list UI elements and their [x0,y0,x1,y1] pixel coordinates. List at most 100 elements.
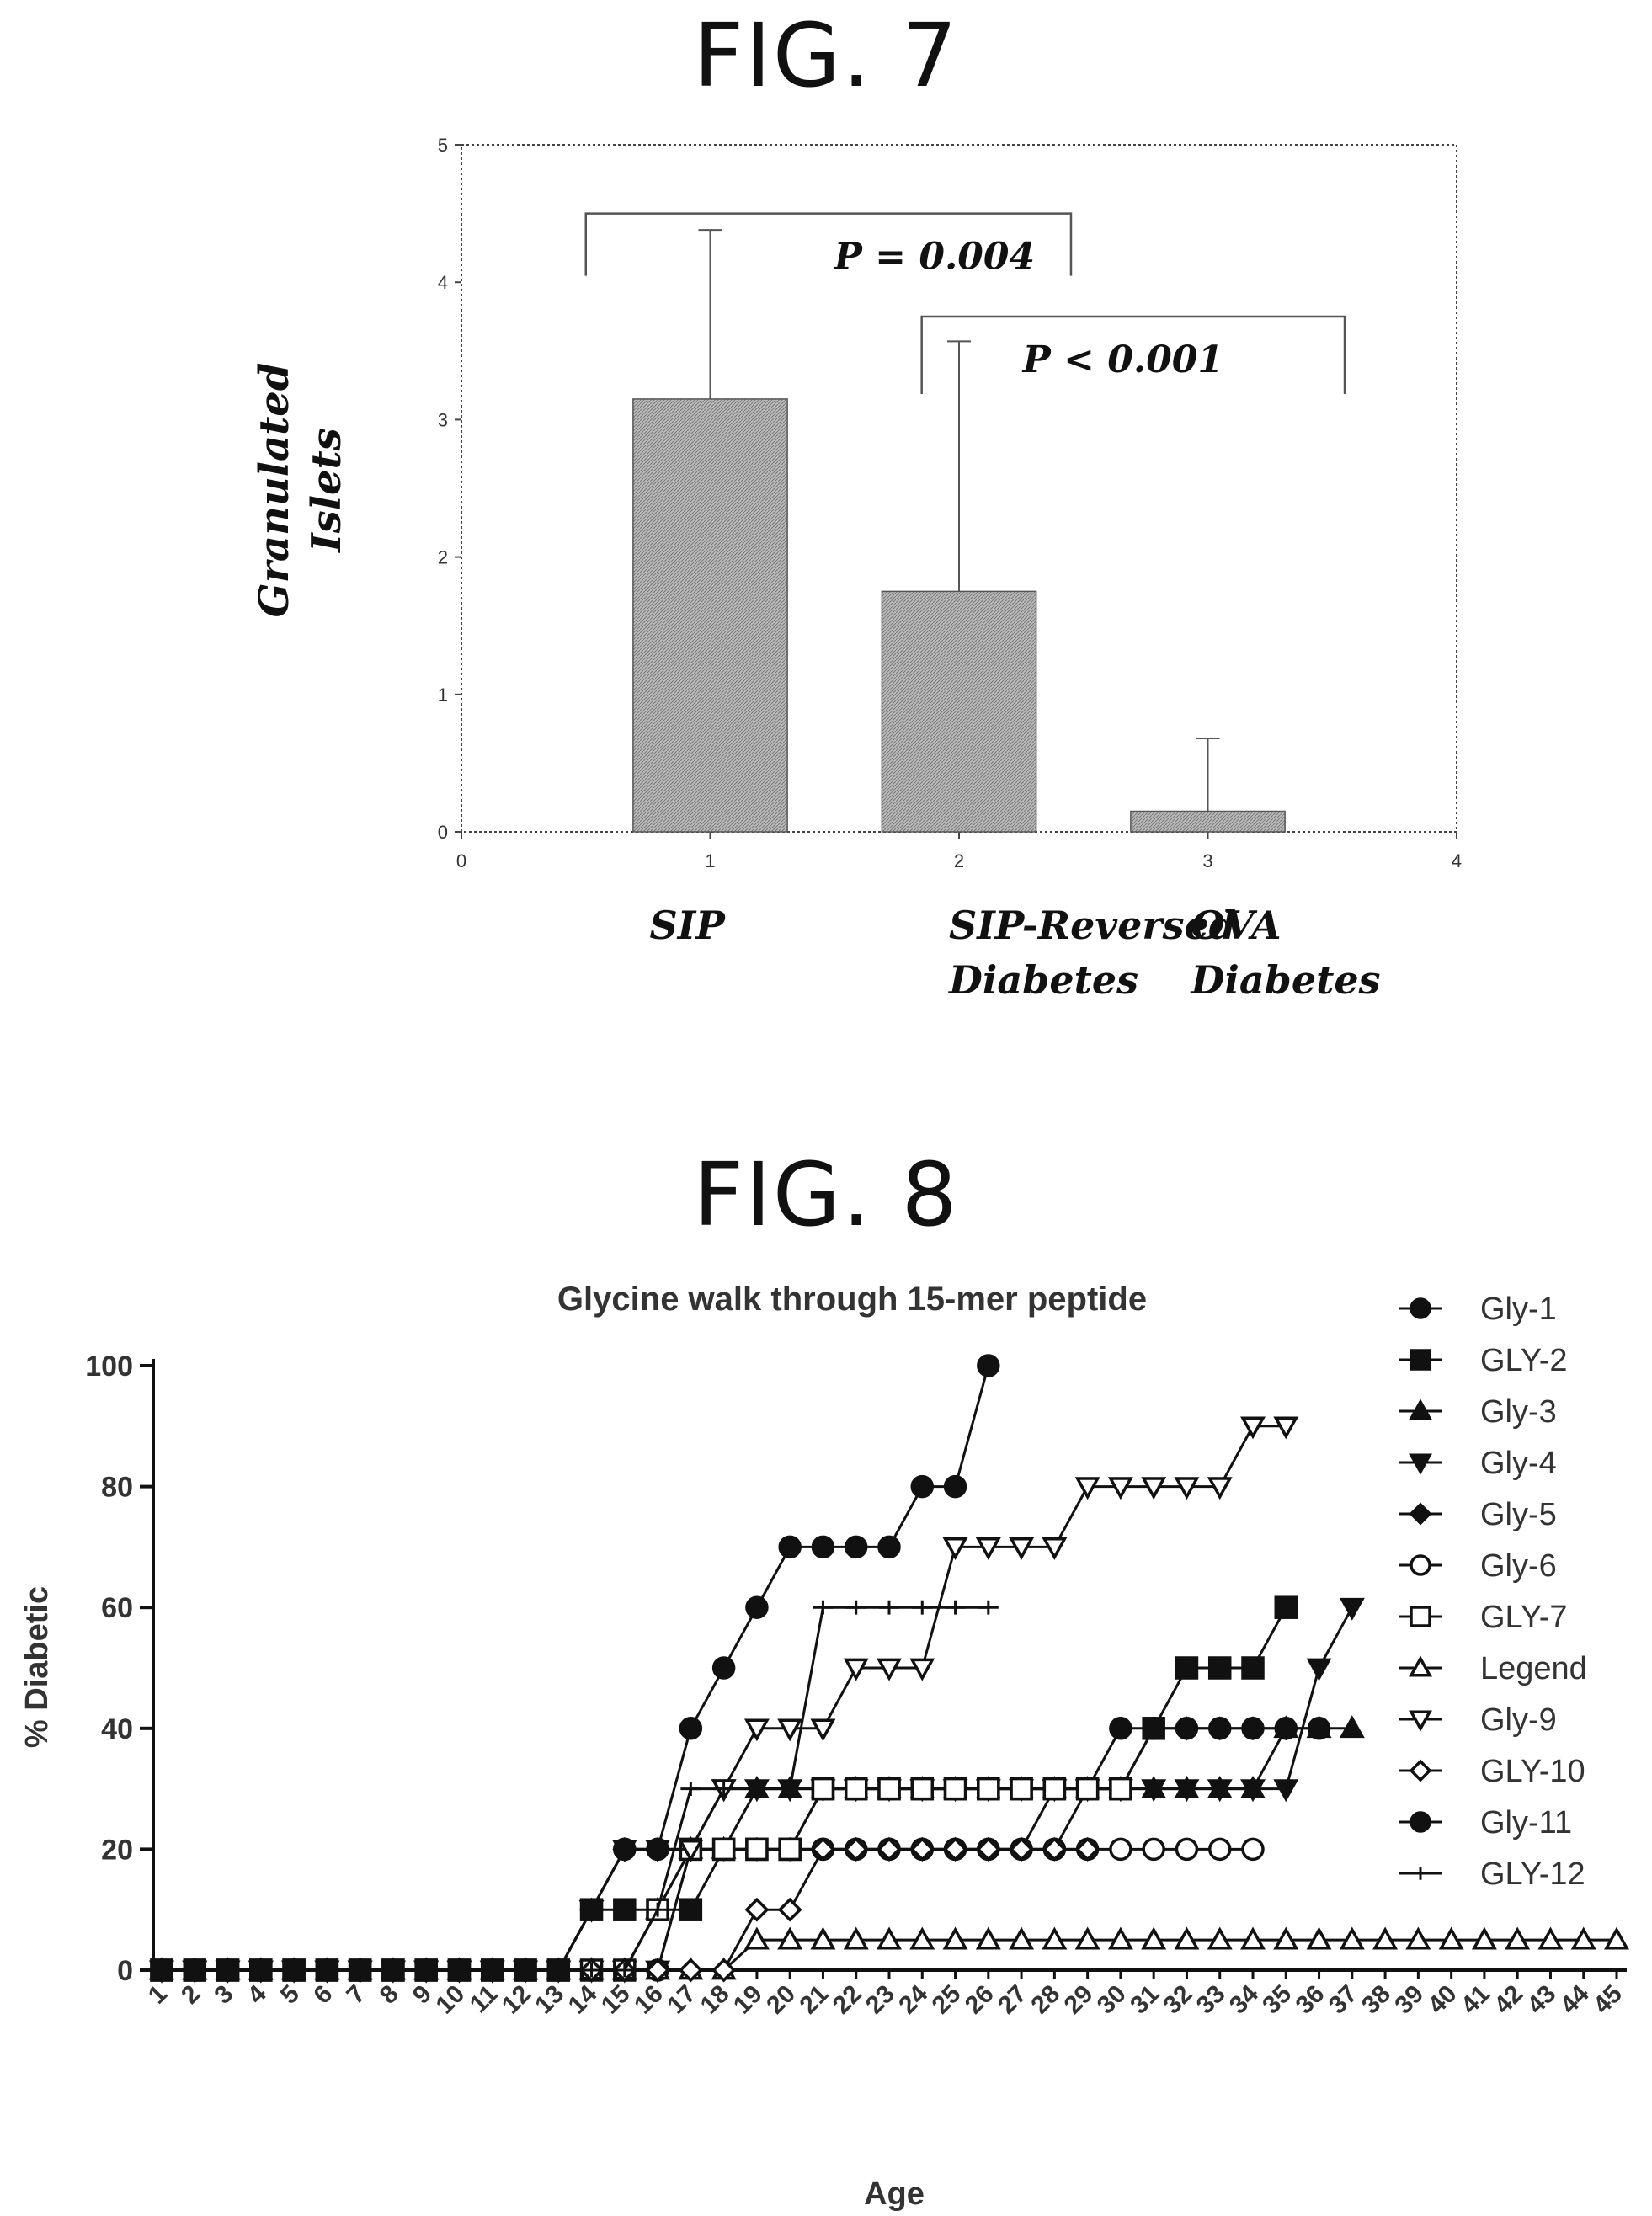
data-point [1240,1926,1266,1950]
data-point [579,1898,604,1921]
data-point [645,1958,670,1983]
significance-bracket [920,315,1346,394]
data-point [910,1777,935,1801]
legend-label: Gly-4 [1480,1446,1557,1481]
data-point [943,1474,967,1499]
data-point [780,1782,801,1796]
data-point [711,1837,736,1862]
data-point [678,1840,704,1863]
y-tick-label: 40 [101,1713,133,1745]
data-point [910,1474,935,1499]
x-tick-label: 8 [375,1980,404,2010]
y-tick-label: 60 [101,1592,133,1624]
data-point [646,1837,669,1862]
data-point [976,1836,1001,1862]
data-point [777,1718,803,1742]
legend-marker [1410,1554,1431,1576]
data-point [1207,1656,1232,1680]
data-point [1042,1777,1067,1801]
p-value-label: P = 0.004 [833,236,1035,279]
y-axis-label: % Diabetic [19,1586,55,1748]
legend-marker [1409,1759,1432,1782]
data-point [1009,1537,1035,1561]
data-point [217,1963,238,1978]
category-label: SIP [650,903,727,948]
data-point [416,1963,437,1978]
legend-marker [1410,1811,1431,1833]
data-point [1273,1779,1299,1803]
x-tick-label: 0 [456,850,466,871]
data-point [1306,1926,1332,1950]
data-point [679,1717,703,1740]
data-point [1274,1595,1298,1619]
legend-marker [1409,1453,1432,1475]
y-tick-label: 3 [438,409,448,430]
y-tick-label: 80 [101,1472,133,1504]
y-axis-label: Granulated [251,363,298,618]
data-point [813,1600,834,1615]
x-tick-label: 7 [341,1980,370,2010]
data-point [942,1926,968,1950]
legend-marker [1409,1710,1432,1732]
data-point [844,1836,869,1862]
data-point [1042,1836,1067,1862]
legend-marker [1410,1297,1431,1319]
data-point [711,1958,737,1983]
legend-label: GLY-10 [1480,1754,1585,1789]
data-point [1142,1837,1165,1862]
data-point [1471,1926,1497,1950]
data-point [1174,1716,1199,1741]
significance-bracket [584,212,1073,276]
category-label-line2: Diabetes [1190,957,1381,1003]
legend-label: Gly-6 [1480,1548,1557,1584]
legend-label: GLY-7 [1480,1600,1568,1635]
data-point [678,1958,703,1983]
data-point [943,1836,968,1862]
data-point [1109,1717,1132,1740]
data-point [548,1963,569,1978]
data-point [1273,1416,1299,1440]
figure-7-title: FIG. 7 [693,4,959,107]
x-tick-label: 2 [954,850,964,871]
x-tick-label: 2 [176,1980,205,2010]
data-point [250,1963,271,1978]
category-label: OVA [1191,903,1282,948]
data-point [1505,1926,1531,1950]
data-point [614,1963,635,1978]
data-point [810,1718,836,1742]
legend-marker [1410,1349,1431,1371]
data-point [1537,1926,1564,1950]
data-point [1306,1715,1332,1739]
data-point [1141,1716,1166,1741]
chart-title: Glycine walk through 15-mer peptide [557,1281,1147,1318]
data-point [1339,1715,1365,1739]
data-point [1604,1926,1629,1950]
data-point [778,1535,802,1559]
legend-marker [1409,1655,1432,1677]
data-point [1107,1926,1133,1950]
data-point [1074,1477,1100,1500]
data-point [877,1926,902,1950]
data-point [482,1963,503,1978]
legend-label: Gly-3 [1480,1394,1557,1430]
data-point [1175,1837,1199,1862]
data-point [1075,1836,1100,1862]
data-point [581,1963,602,1978]
data-point [1207,1779,1233,1803]
data-point [877,1658,902,1681]
series-gly-12 [152,1600,999,1978]
data-point [912,1600,933,1615]
data-point [745,1595,769,1619]
data-point [1009,1926,1035,1950]
series-line [162,1425,1287,1972]
series-gly-7 [150,1777,1132,1982]
data-point [843,1658,869,1681]
data-point [1042,1926,1068,1950]
data-point [1207,1837,1232,1862]
x-tick-label: 3 [1202,850,1212,871]
legend-marker [1410,1606,1431,1627]
data-point [1339,1926,1365,1950]
data-point [1109,1837,1132,1862]
legend: Gly-1 GLY-2 Gly-3 Gly-4 Gly-5 Gly-6 GLY-7 Legen… [1399,1292,1587,1892]
data-point [746,1782,767,1796]
